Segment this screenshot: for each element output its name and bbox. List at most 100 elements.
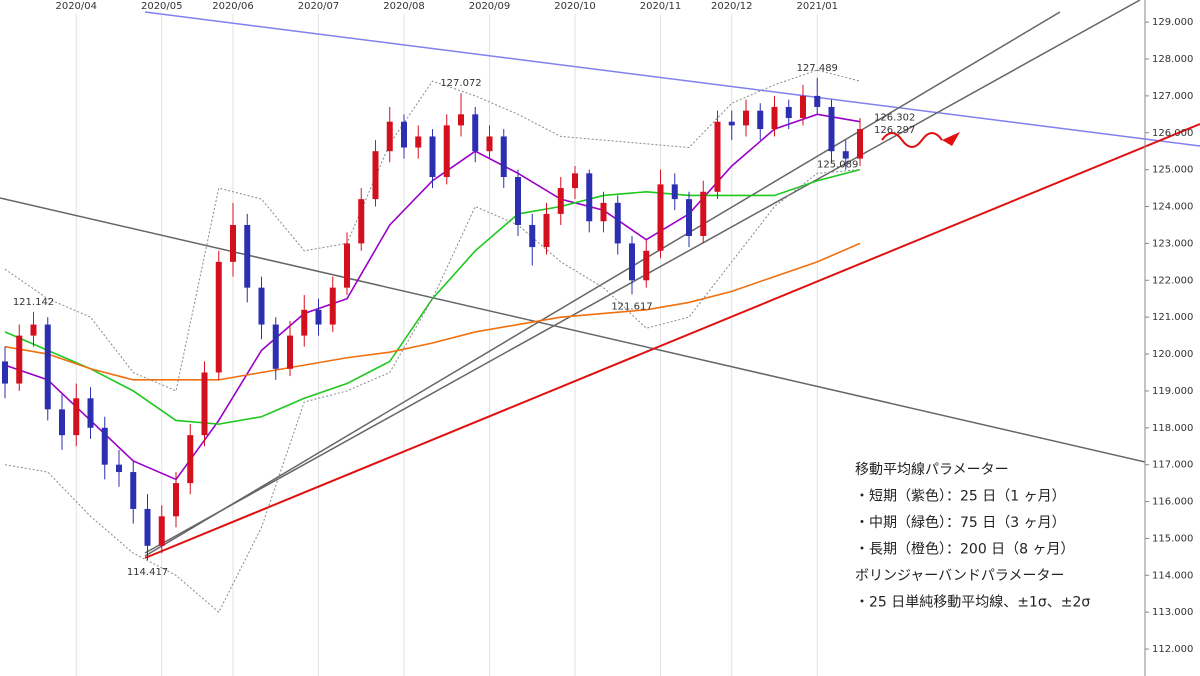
y-tick-label: 128.000 <box>1152 54 1193 65</box>
candle-body <box>842 151 849 159</box>
price-label: 127.072 <box>440 78 481 89</box>
candle-body <box>557 188 564 214</box>
trend-line <box>144 0 1141 554</box>
price-label: 121.617 <box>611 301 652 312</box>
candle-body <box>358 199 365 244</box>
candle-body <box>73 398 80 436</box>
candle-body <box>586 173 593 222</box>
candle-body <box>386 121 393 152</box>
candle-body <box>101 427 108 465</box>
candle-body <box>657 184 664 251</box>
price-label: 121.142 <box>13 297 54 308</box>
candle-body <box>728 121 735 126</box>
candle-body <box>415 136 422 148</box>
candle-body <box>429 136 436 178</box>
candle-body <box>714 121 721 192</box>
candle-body <box>757 110 764 130</box>
forecast-arrow-head <box>942 132 960 146</box>
candle-body <box>458 114 464 126</box>
y-tick-label: 121.000 <box>1152 312 1193 323</box>
note-line: 移動平均線パラメーター <box>855 462 1009 478</box>
candle-body <box>287 335 293 369</box>
y-tick-label: 125.000 <box>1152 165 1193 176</box>
trend-line <box>0 197 1146 463</box>
bollinger-band <box>4 69 861 392</box>
trend-line <box>144 123 1200 559</box>
y-tick-label: 114.000 <box>1152 570 1193 581</box>
y-tick-label: 129.000 <box>1152 17 1193 28</box>
candle-body <box>44 324 51 410</box>
candle-body <box>472 114 479 152</box>
candle-body <box>201 372 208 436</box>
price-label: 126.297 <box>874 125 915 136</box>
candle-body <box>515 177 521 225</box>
candle-body <box>16 335 23 384</box>
candle-body <box>543 213 550 248</box>
candle-body <box>529 224 536 248</box>
candle-body <box>215 261 222 373</box>
candle-body <box>500 136 507 178</box>
candle-body <box>785 106 792 119</box>
candle-body <box>572 173 578 189</box>
y-tick-label: 118.000 <box>1152 423 1193 434</box>
candle-body <box>230 224 236 262</box>
candle-body <box>272 324 279 369</box>
candle-body <box>158 516 165 546</box>
candle-body <box>59 409 65 436</box>
trend-line <box>144 11 1200 147</box>
candle-body <box>344 243 350 288</box>
x-tick-label: 2020/10 <box>554 1 596 12</box>
candle-body <box>686 199 692 237</box>
candle-body <box>614 202 621 244</box>
candle-body <box>329 287 336 325</box>
y-tick-label: 122.000 <box>1152 275 1193 286</box>
y-tick-label: 123.000 <box>1152 238 1193 249</box>
note-line: ・長期（橙色）：200 日（8 ヶ月） <box>855 541 1075 558</box>
x-tick-label: 2021/01 <box>796 1 838 12</box>
candle-body <box>30 324 37 336</box>
bollinger-band <box>4 169 861 613</box>
candle-body <box>301 309 308 336</box>
candle-body <box>372 151 379 200</box>
candle-body <box>643 250 650 281</box>
price-label: 114.417 <box>127 567 168 578</box>
candle-body <box>671 184 678 200</box>
note-line: ・中期（緑色）：75 日（3 ヶ月） <box>855 514 1066 531</box>
x-tick-label: 2020/06 <box>212 1 254 12</box>
x-tick-label: 2020/09 <box>469 1 511 12</box>
candle-body <box>743 110 749 126</box>
x-tick-label: 2020/11 <box>640 1 682 12</box>
y-tick-label: 117.000 <box>1152 460 1193 471</box>
candle-body <box>857 129 863 159</box>
notes: 移動平均線パラメーター・短期（紫色）：25 日（1 ヶ月） ・中期（緑色）：75 … <box>855 462 1090 611</box>
price-label: 127.489 <box>797 63 838 74</box>
y-tick-label: 113.000 <box>1152 607 1193 618</box>
candle-body <box>2 361 8 384</box>
y-tick-label: 127.000 <box>1152 91 1193 102</box>
candle-body <box>144 508 151 546</box>
x-tick-label: 2020/12 <box>711 1 753 12</box>
y-tick-label: 112.000 <box>1152 644 1193 655</box>
trend-line <box>144 11 1061 557</box>
candle-body <box>258 287 265 325</box>
candle-body <box>600 202 607 222</box>
candle-body <box>401 121 407 148</box>
note-line: ・25 日単純移動平均線、±1σ、±2σ <box>855 595 1090 611</box>
candle-body <box>173 483 179 517</box>
candle-body <box>116 464 122 473</box>
x-tick-label: 2020/07 <box>298 1 340 12</box>
price-label: 125.089 <box>817 159 858 170</box>
candle-body <box>814 95 821 107</box>
moving-average <box>4 242 861 381</box>
candle-body <box>187 435 194 484</box>
note-line: ボリンジャーバンドパラメーター <box>855 568 1064 584</box>
note-line: ・短期（紫色）：25 日（1 ヶ月） <box>855 488 1066 505</box>
candle-body <box>771 106 778 130</box>
forecast-arrow <box>881 132 943 148</box>
candle-body <box>244 224 251 288</box>
candle-body <box>486 136 493 152</box>
x-tick-label: 2020/08 <box>383 1 425 12</box>
candle-body <box>87 398 94 428</box>
